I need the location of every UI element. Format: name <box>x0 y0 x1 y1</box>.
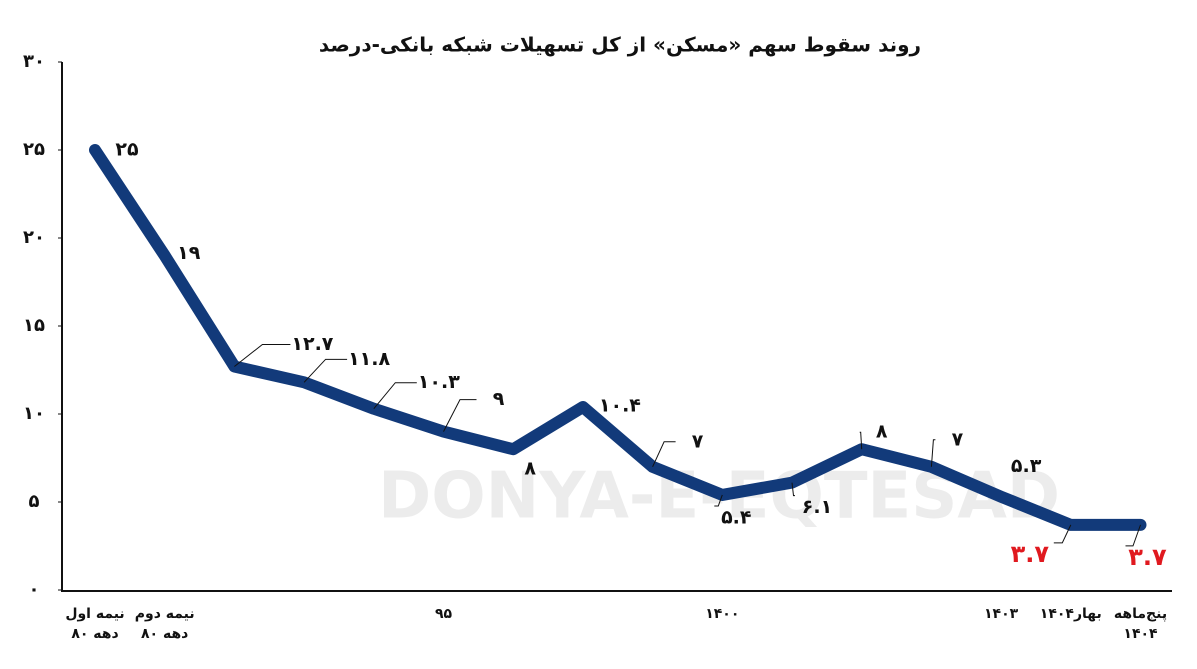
y-tick-label: ۵ <box>29 491 40 512</box>
data-label: ۵.۴ <box>721 506 751 528</box>
leader-line <box>859 431 863 450</box>
leader-line <box>930 439 936 467</box>
data-label: ۱۹ <box>177 242 201 264</box>
leader-line <box>303 358 348 383</box>
leader-line <box>791 482 795 497</box>
x-tick-label: ۱۴۰۰ <box>705 606 740 622</box>
y-tick-label: ۰ <box>29 579 40 600</box>
y-tick-label: ۱۰ <box>23 403 45 424</box>
data-label: ۷ <box>952 428 964 450</box>
y-tick-label: ۲۰ <box>23 227 45 248</box>
chart-title: روند سقوط سهم «مسکن» از کل تسهیلات شبکه … <box>319 33 921 57</box>
leader-line <box>652 441 676 468</box>
data-label: ۷ <box>692 430 704 452</box>
y-tick-label: ۳۰ <box>23 51 45 72</box>
data-label: ۹ <box>493 388 505 410</box>
x-tick-label: پنج‌ماهه ۱۴۰۴ <box>1113 606 1168 642</box>
leader-line <box>1053 524 1072 544</box>
data-label: ۳.۷ <box>1128 543 1167 571</box>
data-label: ۱۰.۴ <box>599 394 641 416</box>
data-label: ۸ <box>524 458 536 480</box>
leader-line <box>373 382 417 410</box>
x-tick-label: ۹۵ <box>434 606 453 622</box>
x-tick-label: نیمه دوم دهه ۸۰ <box>134 606 195 642</box>
data-label: ۲۵ <box>115 139 139 161</box>
data-label: ۱۱.۸ <box>348 348 390 370</box>
data-label: ۱۰.۳ <box>418 371 460 393</box>
x-tick-label: ۱۴۰۳ <box>984 606 1019 622</box>
y-tick-label: ۲۵ <box>23 139 45 160</box>
line <box>89 144 1147 531</box>
data-label: ۱۲.۷ <box>291 333 333 355</box>
leader-line <box>714 494 723 507</box>
leader-line <box>443 399 477 432</box>
x-tick-label: بهار۱۴۰۴ <box>1039 606 1102 622</box>
data-label: ۳.۷ <box>1011 540 1050 568</box>
data-label: ۸ <box>876 421 888 443</box>
y-tick-label: ۱۵ <box>23 315 45 336</box>
data-label: ۵.۳ <box>1011 455 1042 477</box>
x-tick-label: نیمه اول دهه ۸۰ <box>65 606 125 642</box>
leader-line <box>1125 524 1141 547</box>
leader-line <box>234 343 291 367</box>
data-label: ۶.۱ <box>802 496 832 518</box>
